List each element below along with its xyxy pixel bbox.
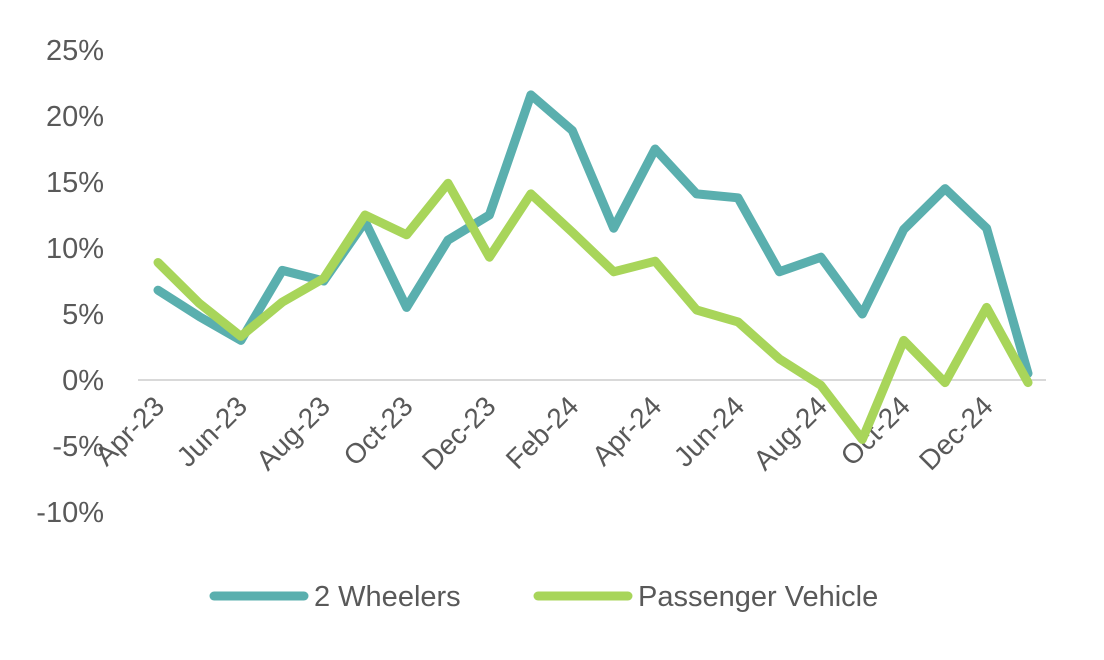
legend-label: Passenger Vehicle (638, 581, 878, 613)
x-tick-label: Oct-23 (337, 390, 418, 471)
x-tick-label: Dec-23 (416, 390, 502, 476)
x-tick-label: Jun-23 (171, 390, 253, 472)
y-axis: 25% 20% 15% 10% 5% 0% -5% -10% (36, 35, 104, 529)
y-tick-label: 0% (62, 365, 104, 397)
y-tick-label: 15% (46, 167, 104, 199)
legend: 2 Wheelers Passenger Vehicle (209, 581, 878, 613)
series-line-1 (153, 90, 1033, 378)
x-tick-label: Apr-24 (586, 390, 667, 471)
x-tick-label: Aug-24 (747, 390, 833, 476)
y-tick-label: 5% (62, 299, 104, 331)
x-tick-label: Aug-23 (250, 390, 336, 476)
x-tick-label: Dec-24 (913, 390, 999, 476)
x-tick-label: Jun-24 (668, 390, 750, 472)
y-tick-label: 25% (46, 35, 104, 67)
y-tick-label: 20% (46, 101, 104, 133)
y-tick-label: -10% (36, 497, 104, 529)
series-layer (153, 90, 1033, 444)
x-tick-label: Feb-24 (500, 390, 585, 475)
y-tick-label: 10% (46, 233, 104, 265)
legend-label: 2 Wheelers (314, 581, 461, 613)
series-line-2 (153, 178, 1033, 444)
y-tick-label: -5% (52, 431, 104, 463)
